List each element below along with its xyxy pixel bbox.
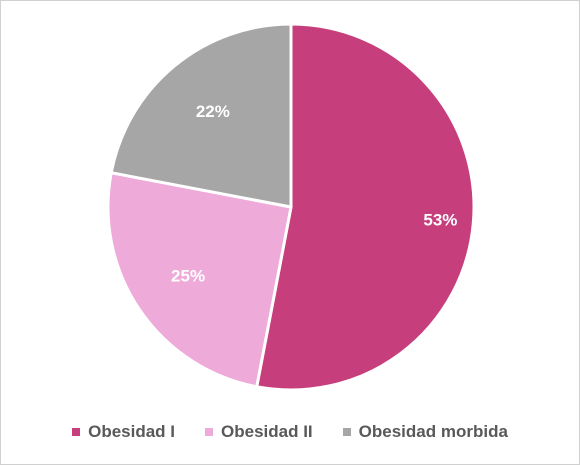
data-label: 53% — [423, 211, 457, 230]
legend-label: Obesidad II — [221, 422, 313, 441]
legend-item-obesidad-i: Obesidad I — [72, 422, 175, 442]
legend-swatch — [342, 428, 351, 436]
pie-slice-obesidad-ii — [106, 171, 293, 389]
legend-item-obesidad-morbida: Obesidad morbida — [342, 422, 508, 442]
pie-slice-obesidad-i — [255, 22, 476, 392]
pie-chart: 53% 25% 22% — [106, 22, 476, 392]
legend-item-obesidad-ii: Obesidad II — [205, 422, 313, 442]
pie-slice-obesidad-morbida — [109, 22, 293, 209]
legend-label: Obesidad morbida — [358, 422, 508, 441]
data-label: 25% — [171, 266, 205, 285]
legend-swatch — [72, 428, 81, 436]
legend: Obesidad I Obesidad II Obesidad morbida — [1, 422, 579, 442]
data-label: 22% — [196, 102, 230, 121]
legend-swatch — [205, 428, 214, 436]
legend-label: Obesidad I — [88, 422, 176, 441]
